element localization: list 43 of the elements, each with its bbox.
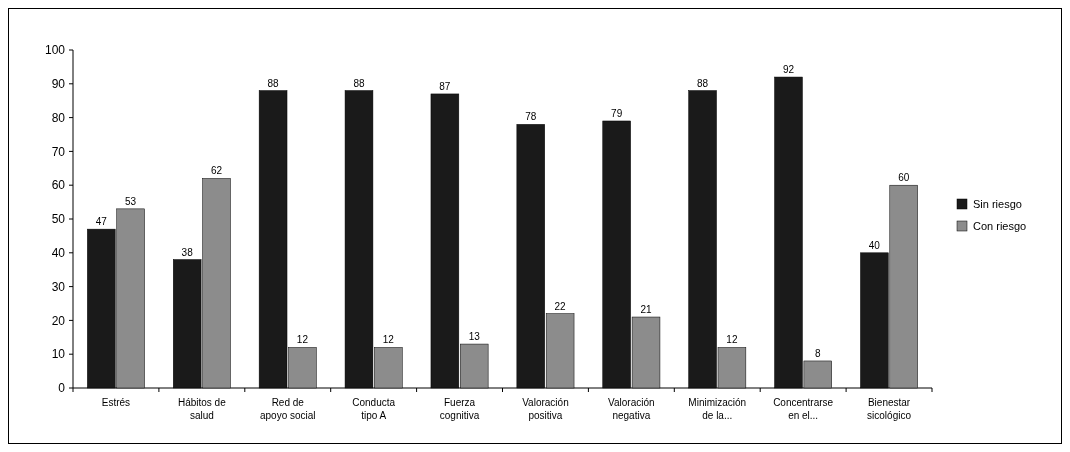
y-tick-label: 10: [51, 347, 66, 362]
y-tick-label: 50: [51, 212, 66, 227]
x-tick-label: Conducta tipo A: [352, 397, 396, 421]
data-label: 47: [95, 216, 108, 228]
x-tick-label: Valoración positiva: [522, 397, 569, 421]
data-label: 87: [439, 80, 451, 92]
data-label: 92: [782, 64, 795, 76]
y-tick-label: 70: [51, 144, 66, 159]
data-label: 53: [125, 195, 137, 207]
x-tick-label: Hábitos de salud: [177, 397, 227, 421]
legend-label: Sin riesgo: [973, 197, 1022, 210]
data-label: 40: [868, 239, 881, 251]
data-label: 60: [898, 172, 910, 184]
y-tick-label: 30: [51, 279, 66, 294]
data-label: 88: [353, 77, 365, 89]
y-tick-label: 60: [51, 178, 66, 193]
data-label: 13: [468, 331, 481, 343]
data-label: 12: [382, 334, 395, 346]
y-tick-label: 90: [51, 77, 66, 91]
y-tick-label: 80: [51, 110, 66, 125]
x-tick-label: Valoración negativa: [608, 397, 655, 421]
y-tick-label: 20: [51, 313, 66, 328]
x-tick-label: Minimización de la...: [688, 397, 747, 421]
data-label: 22: [554, 300, 567, 312]
data-label: 88: [267, 77, 280, 89]
y-tick-label: 0: [58, 381, 66, 396]
data-label: 88: [697, 77, 709, 89]
data-label: 8: [815, 347, 822, 359]
x-tick-label: Red de apoyo social: [259, 397, 316, 421]
data-label: 78: [525, 111, 537, 123]
data-label: 38: [181, 246, 194, 258]
x-tick-label: Estrés: [101, 397, 131, 408]
data-label: 12: [296, 334, 309, 346]
y-tick-label: 40: [51, 246, 66, 260]
x-tick-label: Bienestar sicológico: [867, 397, 912, 421]
y-tick-label: 100: [44, 43, 66, 58]
data-label: 12: [726, 334, 738, 346]
data-label: 79: [611, 107, 623, 119]
data-label: 62: [210, 165, 223, 177]
x-tick-label: Fuerza cognitiva: [439, 397, 480, 421]
data-label: 21: [640, 304, 653, 316]
legend-label: Con riesgo: [973, 219, 1027, 232]
x-tick-label: Concentrarse en el...: [773, 397, 834, 421]
